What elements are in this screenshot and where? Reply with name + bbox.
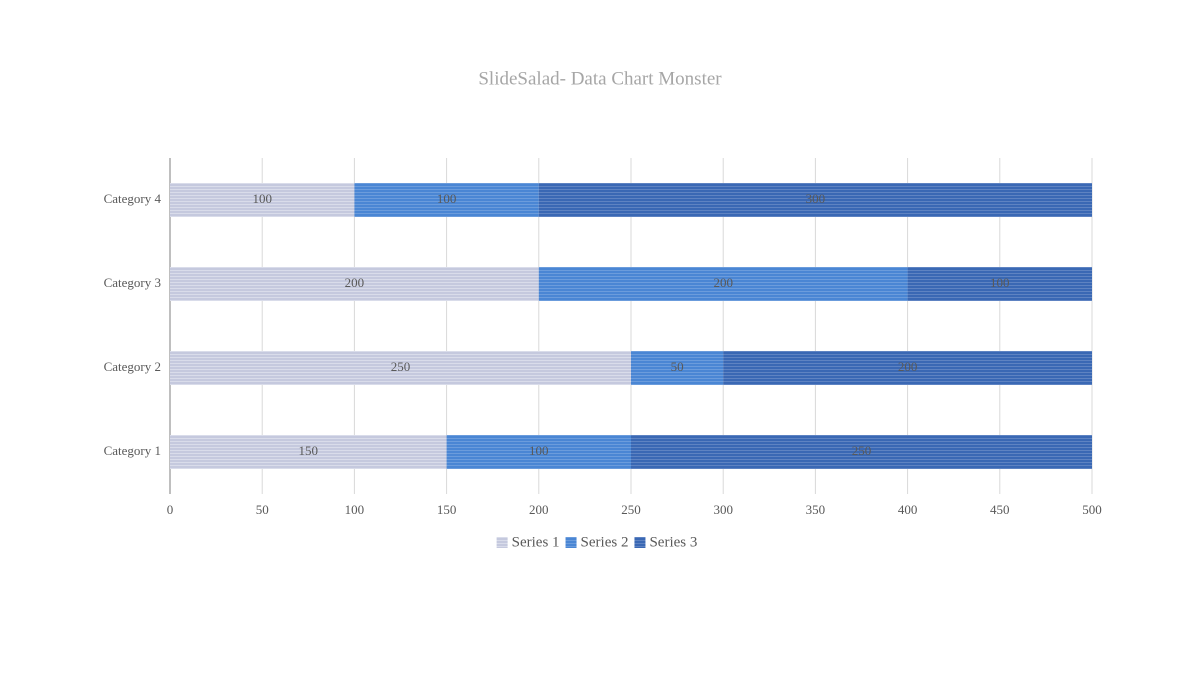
legend-swatch bbox=[565, 537, 577, 548]
bar-segment bbox=[538, 267, 908, 301]
x-tick-label: 0 bbox=[167, 502, 174, 517]
x-tick-label: 250 bbox=[621, 502, 641, 517]
data-label: 200 bbox=[713, 275, 733, 290]
data-label: 100 bbox=[529, 443, 549, 458]
bar-segment bbox=[538, 183, 1092, 217]
x-tick-label: 400 bbox=[898, 502, 918, 517]
x-tick-label: 300 bbox=[713, 502, 733, 517]
x-tick-label: 350 bbox=[806, 502, 826, 517]
bar-segment bbox=[723, 351, 1092, 385]
x-tick-label: 150 bbox=[437, 502, 457, 517]
legend: Series 1 Series 2 Series 3 bbox=[496, 534, 697, 550]
bar-segment bbox=[170, 183, 355, 217]
bar-segment bbox=[170, 435, 447, 469]
data-label: 250 bbox=[391, 359, 411, 374]
bar-segment bbox=[170, 267, 539, 301]
data-label: 150 bbox=[299, 443, 319, 458]
bar-segment bbox=[631, 351, 724, 385]
legend-swatch bbox=[634, 537, 646, 548]
legend-swatch bbox=[496, 537, 508, 548]
legend-label: Series 1 bbox=[512, 534, 560, 550]
legend-label: Series 2 bbox=[581, 534, 629, 550]
legend-label: Series 3 bbox=[649, 534, 697, 550]
bar-segment bbox=[907, 267, 1092, 301]
data-label: 200 bbox=[345, 275, 365, 290]
data-label: 250 bbox=[852, 443, 872, 458]
x-tick-label: 450 bbox=[990, 502, 1010, 517]
x-tick-label: 200 bbox=[529, 502, 549, 517]
x-tick-label: 500 bbox=[1082, 502, 1102, 517]
data-label: 300 bbox=[806, 191, 826, 206]
data-label: 100 bbox=[252, 191, 272, 206]
y-tick-label: Category 1 bbox=[104, 443, 161, 458]
chart-title: SlideSalad- Data Chart Monster bbox=[478, 68, 722, 89]
bar-segment bbox=[631, 435, 1092, 469]
x-tick-label: 50 bbox=[256, 502, 269, 517]
data-label: 50 bbox=[671, 359, 684, 374]
y-tick-label: Category 4 bbox=[104, 191, 162, 206]
data-label: 100 bbox=[990, 275, 1010, 290]
bar-segment bbox=[446, 435, 631, 469]
data-label: 200 bbox=[898, 359, 918, 374]
y-tick-label: Category 3 bbox=[104, 275, 161, 290]
y-tick-label: Category 2 bbox=[104, 359, 161, 374]
data-label: 100 bbox=[437, 191, 457, 206]
x-tick-label: 100 bbox=[345, 502, 365, 517]
bar-segment bbox=[170, 351, 631, 385]
bar-segment bbox=[354, 183, 539, 217]
